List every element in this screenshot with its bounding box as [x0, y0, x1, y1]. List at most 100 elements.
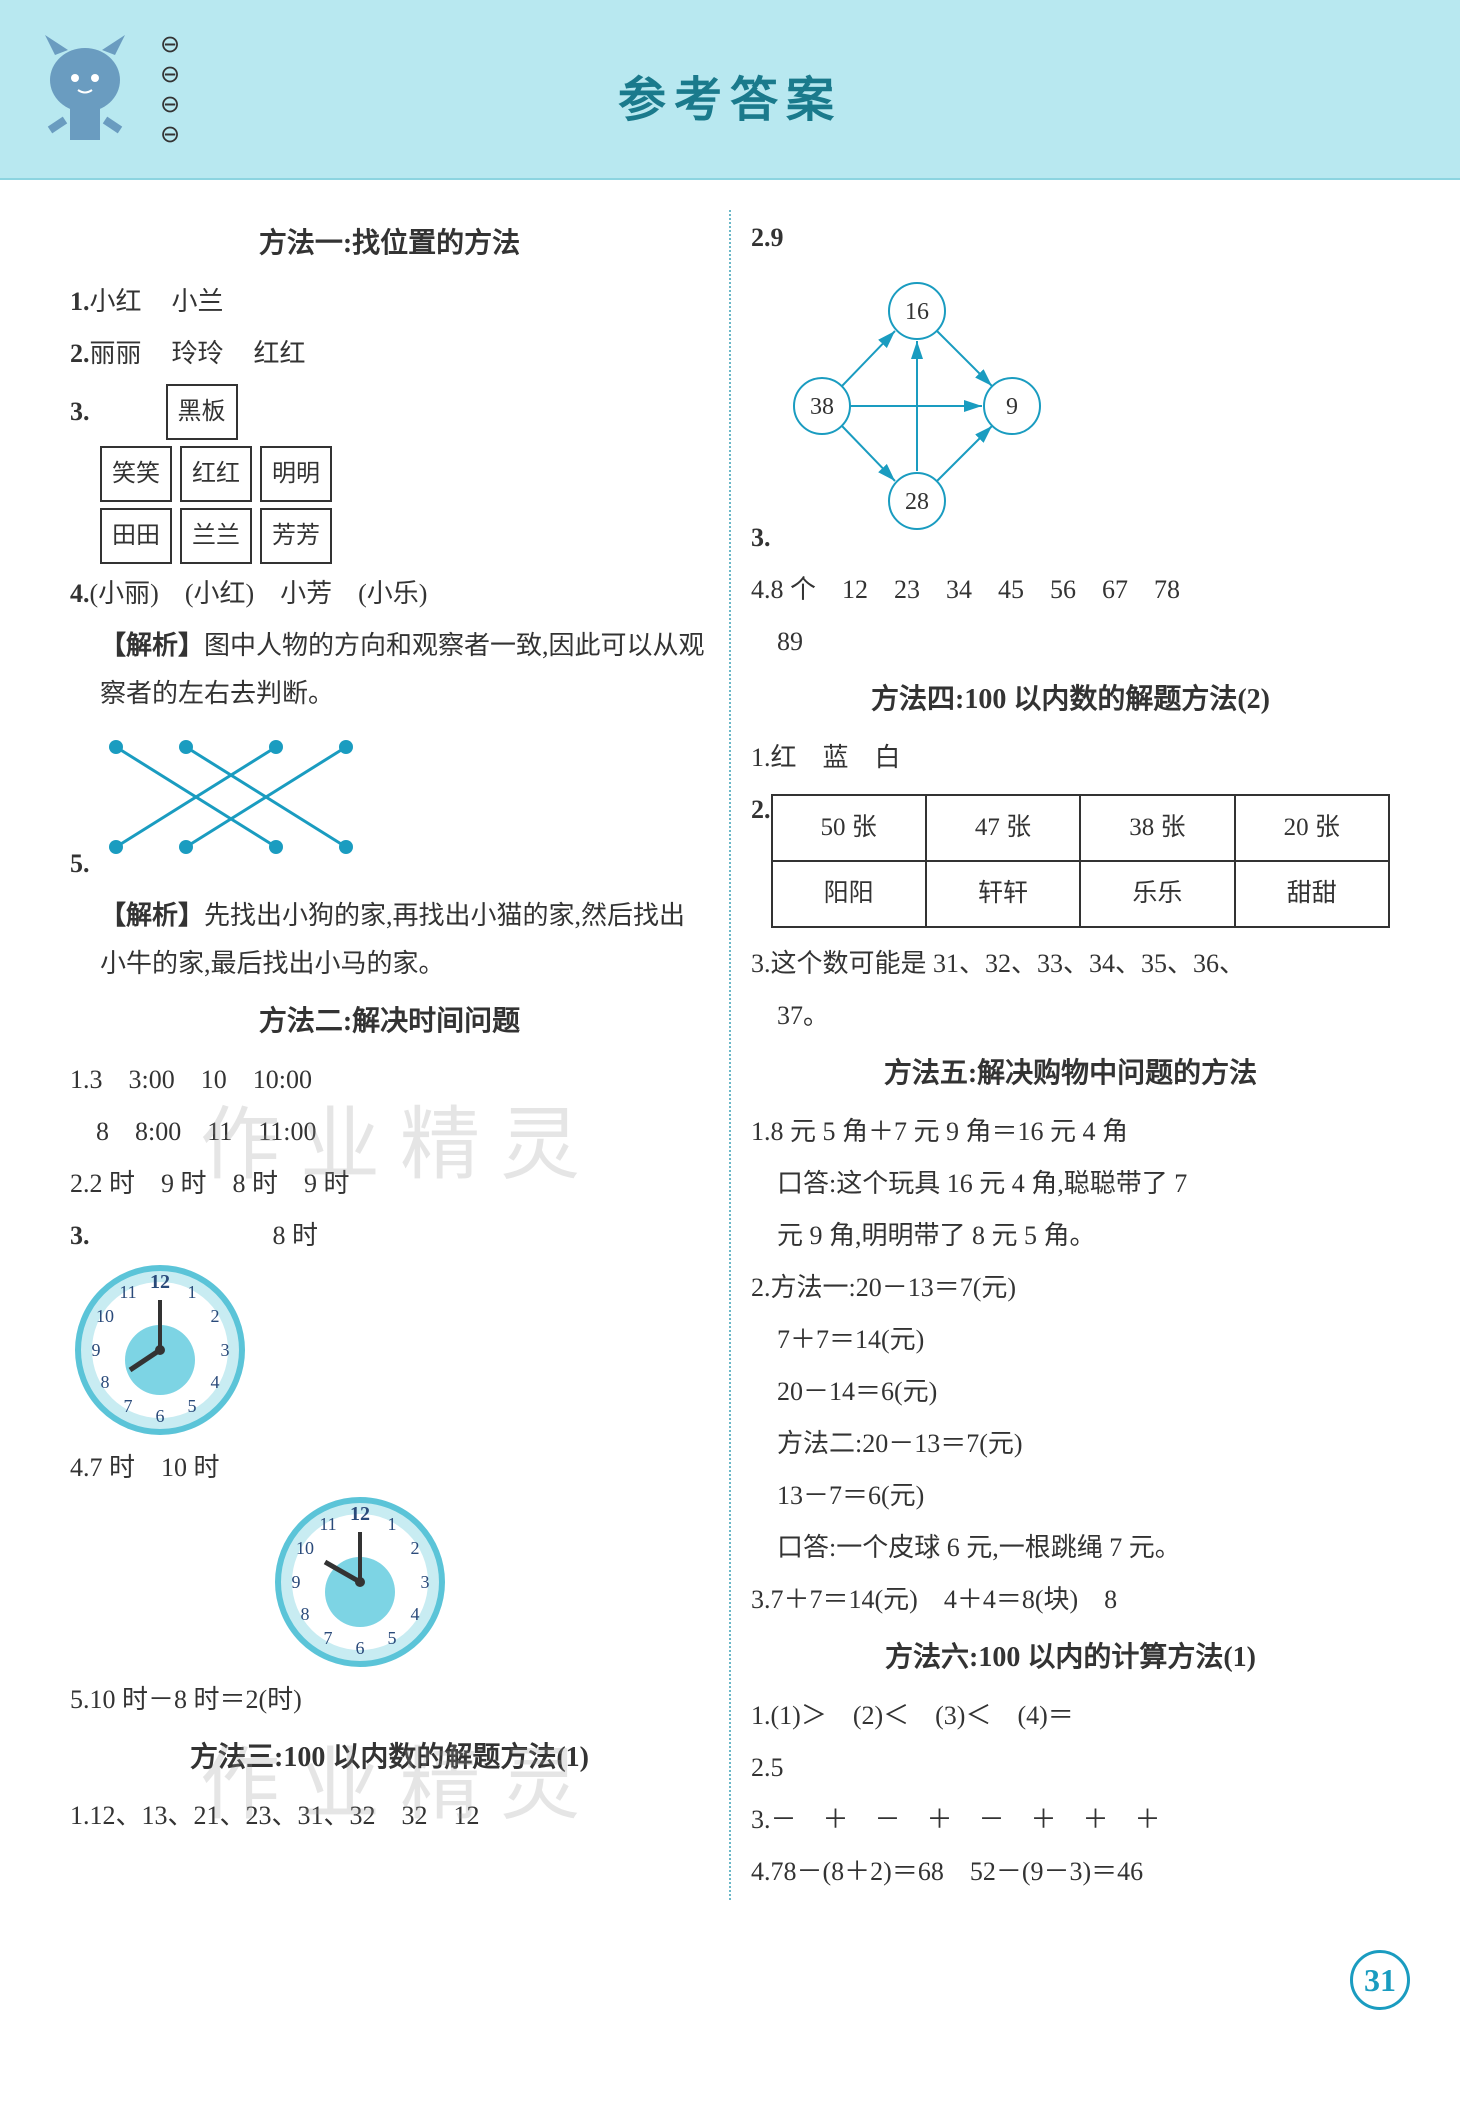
m4-q3-l2: 37。 [751, 992, 1390, 1040]
m5-q3: 3.7＋7＝14(元) 4＋4＝8(块) 8 [751, 1576, 1390, 1624]
svg-text:9: 9 [92, 1340, 101, 1360]
m2-q5: 5.10 时－8 时＝2(时) [70, 1676, 709, 1724]
m1-q4: 4.(小丽) (小红) 小芳 (小乐) [70, 570, 709, 618]
m5-q2-l3: 20－14＝6(元) [751, 1368, 1390, 1416]
q-num: 5. [70, 849, 90, 878]
table-cell: 38 张 [1080, 795, 1234, 861]
text: 4.7 时 10 时 [70, 1453, 220, 1482]
m5-q1-l2: 口答:这个玩具 16 元 4 角,聪聪带了 7 [751, 1160, 1390, 1208]
m5-q2-l5: 13－7＝6(元) [751, 1472, 1390, 1520]
m3-q1: 1.12、13、21、23、31、32 32 12 [70, 1792, 709, 1840]
svg-text:8: 8 [301, 1604, 310, 1624]
svg-text:4: 4 [411, 1604, 420, 1624]
clock-icon: 12 1 2 3 4 5 6 7 8 9 10 11 [270, 1492, 450, 1672]
svg-text:1: 1 [188, 1282, 197, 1302]
page-number: 31 [1350, 1950, 1410, 2010]
pre-q4-l2: 89 [751, 618, 1390, 666]
table-cell: 20 张 [1235, 795, 1389, 861]
text: 8 时 [273, 1221, 319, 1250]
svg-text:10: 10 [96, 1306, 114, 1326]
m6-q4: 4.78－(8＋2)＝68 52－(9－3)＝46 [751, 1848, 1390, 1896]
svg-text:1: 1 [388, 1514, 397, 1534]
svg-text:4: 4 [211, 1372, 220, 1392]
svg-text:2: 2 [211, 1306, 220, 1326]
q-num: 2. [751, 786, 771, 834]
svg-text:9: 9 [292, 1572, 301, 1592]
m6-q1: 1.(1)＞ (2)＜ (3)＜ (4)＝ [751, 1692, 1390, 1740]
svg-text:11: 11 [319, 1514, 336, 1534]
m5-q1-l3: 元 9 角,明明带了 8 元 5 角。 [751, 1212, 1390, 1260]
m5-q2-l1: 2.方法一:20－13＝7(元) [751, 1264, 1390, 1312]
svg-text:28: 28 [905, 489, 929, 515]
text: 玲玲 [172, 339, 224, 368]
q-num: 1. [70, 287, 90, 316]
box-cell: 兰兰 [180, 508, 252, 564]
table-cell: 轩轩 [926, 861, 1080, 927]
m2-q3: 3. 8 时 12 1 2 3 4 5 6 7 8 9 [70, 1212, 709, 1440]
svg-text:3: 3 [221, 1340, 230, 1360]
box-cell: 芳芳 [260, 508, 332, 564]
svg-text:12: 12 [150, 1271, 170, 1293]
text: 小兰 [172, 287, 224, 316]
right-column: 2.9 3. 16 38 9 28 [731, 210, 1410, 1900]
pre-q4-l1: 4.8 个 12 23 34 45 56 67 78 [751, 566, 1390, 614]
text: 丽丽 [90, 339, 142, 368]
m6-q3: 3.－ ＋ － ＋ － ＋ ＋ ＋ [751, 1796, 1390, 1844]
svg-text:11: 11 [119, 1282, 136, 1302]
box-cell: 笑笑 [100, 446, 172, 502]
x-lines-diagram [96, 732, 376, 862]
table-cell: 50 张 [772, 795, 926, 861]
m1-q4-analysis: 【解析】图中人物的方向和观察者一致,因此可以从观察者的左右去判断。 [70, 622, 709, 718]
m5-q2-l2: 7＋7＝14(元) [751, 1316, 1390, 1364]
m2-q2: 2.2 时 9 时 8 时 9 时 [70, 1160, 709, 1208]
footer: 31 [0, 1930, 1460, 2030]
table-row: 50 张 47 张 38 张 20 张 [772, 795, 1390, 861]
method4-title: 方法四:100 以内数的解题方法(2) [751, 676, 1390, 724]
table-cell: 甜甜 [1235, 861, 1389, 927]
page-header: ⊖⊖⊖⊖ 参考答案 [0, 0, 1460, 180]
text: (小丽) (小红) 小芳 (小乐) [90, 579, 428, 608]
content-area: 方法一:找位置的方法 1.小红小兰 2.丽丽玲玲红红 3. 黑板 笑笑 红红 明… [0, 180, 1460, 1930]
page-title: 参考答案 [0, 0, 1460, 130]
svg-text:5: 5 [188, 1396, 197, 1416]
m1-q5-analysis: 【解析】先找出小狗的家,再找出小猫的家,然后找出小牛的家,最后找出小马的家。 [70, 892, 709, 988]
text: 小红 [90, 287, 142, 316]
box-cell: 黑板 [166, 384, 238, 440]
method6-title: 方法六:100 以内的计算方法(1) [751, 1634, 1390, 1682]
m4-q2: 2. 50 张 47 张 38 张 20 张 阳阳 轩轩 乐乐 甜甜 [751, 786, 1390, 936]
m2-q4: 4.7 时 10 时 12 1 2 3 4 5 6 7 8 9 10 [70, 1444, 709, 1672]
table-cell: 阳阳 [772, 861, 926, 927]
m4-q3-l1: 3.这个数可能是 31、32、33、34、35、36、 [751, 940, 1390, 988]
q-num: 3. [751, 523, 771, 552]
svg-text:2: 2 [411, 1538, 420, 1558]
svg-text:16: 16 [905, 299, 929, 325]
svg-text:10: 10 [296, 1538, 314, 1558]
m5-q2-l4: 方法二:20－13＝7(元) [751, 1420, 1390, 1468]
m2-q1-l2: 8 8:00 11 11:00 [70, 1108, 709, 1156]
pre-q2: 2.9 [751, 214, 1390, 262]
analysis-label: 【解析】 [100, 631, 204, 660]
svg-text:3: 3 [421, 1572, 430, 1592]
table-cell: 47 张 [926, 795, 1080, 861]
m5-q2-l6: 口答:一个皮球 6 元,一根跳绳 7 元。 [751, 1524, 1390, 1572]
m5-q1-l1: 1.8 元 5 角＋7 元 9 角＝16 元 4 角 [751, 1108, 1390, 1156]
svg-text:6: 6 [356, 1638, 365, 1658]
svg-text:8: 8 [101, 1372, 110, 1392]
svg-text:7: 7 [324, 1628, 333, 1648]
q-num: 4. [70, 579, 90, 608]
m1-q5: 5. [70, 722, 709, 888]
m1-q2: 2.丽丽玲玲红红 [70, 330, 709, 378]
method2-title: 方法二:解决时间问题 [70, 998, 709, 1046]
mascot-icon [30, 30, 140, 160]
method5-title: 方法五:解决购物中问题的方法 [751, 1050, 1390, 1098]
q-num: 3. [70, 1221, 90, 1250]
table-cell: 乐乐 [1080, 861, 1234, 927]
q-num: 2. [70, 339, 90, 368]
svg-text:12: 12 [350, 1503, 370, 1525]
box-cell: 红红 [180, 446, 252, 502]
table-row: 阳阳 轩轩 乐乐 甜甜 [772, 861, 1390, 927]
left-column: 方法一:找位置的方法 1.小红小兰 2.丽丽玲玲红红 3. 黑板 笑笑 红红 明… [50, 210, 731, 1900]
svg-text:7: 7 [124, 1396, 133, 1416]
svg-text:38: 38 [810, 394, 834, 420]
clock-icon: 12 1 2 3 4 5 6 7 8 9 10 11 [70, 1260, 250, 1440]
